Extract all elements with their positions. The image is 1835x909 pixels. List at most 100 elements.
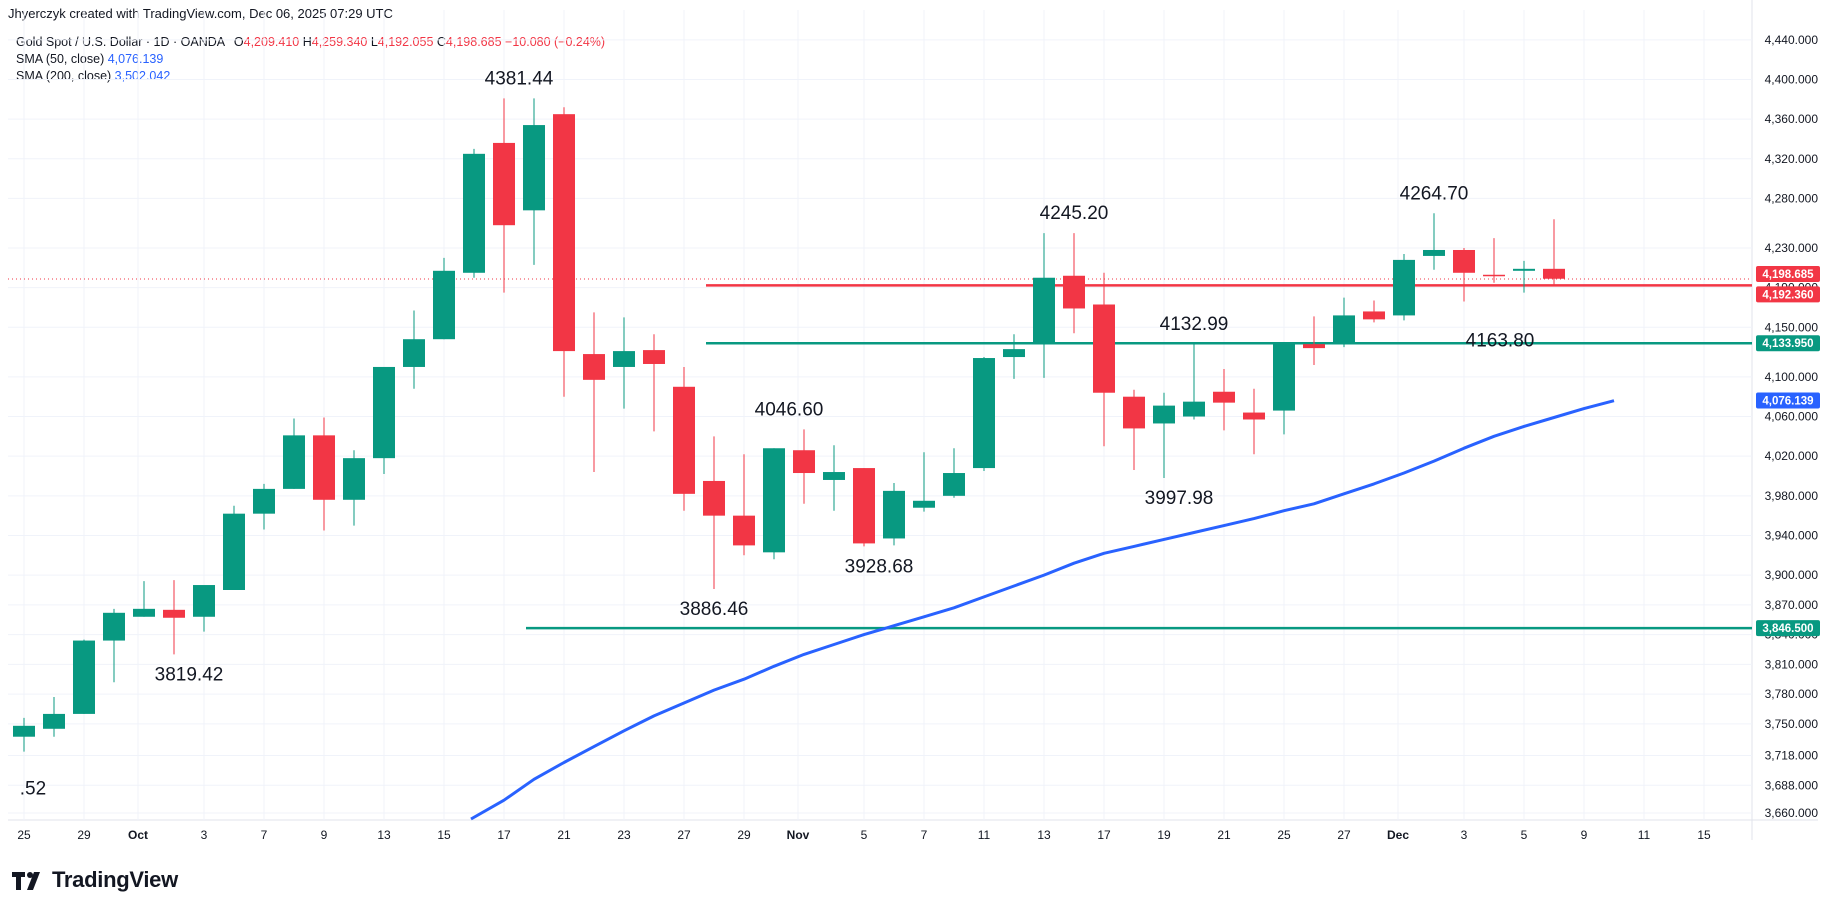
- last-price-tag-label: 4,198.685: [1762, 269, 1814, 281]
- sma50-series: [470, 399, 1615, 821]
- price-axis[interactable]: 4,440.000 4,400.000 4,360.000 4,320.000 4,28…: [1756, 33, 1820, 820]
- candle-body: [313, 435, 335, 500]
- candle-body: [1393, 259, 1415, 316]
- candle-body: [1063, 275, 1085, 309]
- candle-body: [553, 114, 575, 352]
- candle-body: [583, 354, 605, 380]
- x-tick-label: 23: [617, 828, 631, 842]
- x-tick-label: 9: [321, 828, 328, 842]
- sma50-price-tag: [1756, 392, 1820, 409]
- x-tick-label: 13: [377, 828, 391, 842]
- support-upper-tag-label: 4,133.950: [1762, 338, 1813, 350]
- candle-body: [1363, 311, 1385, 320]
- x-tick-label: 29: [77, 828, 91, 842]
- high-value: 4,259.340: [311, 35, 368, 49]
- low-value: 4,192.055: [377, 35, 434, 49]
- candle-body: [1123, 396, 1145, 429]
- x-tick-label: Dec: [1387, 828, 1409, 842]
- candles: [13, 98, 1565, 752]
- candle-body: [703, 480, 725, 516]
- price-annotation: 3886.46: [680, 599, 749, 620]
- sma50-line: [470, 399, 1615, 821]
- tradingview-logo[interactable]: TradingView: [12, 866, 178, 894]
- last-price-tag: [1756, 266, 1820, 283]
- sma50-value: 4,076.139: [107, 52, 164, 66]
- x-tick-label: Oct: [128, 828, 148, 842]
- candle-body: [1003, 349, 1025, 358]
- candle-body: [193, 585, 215, 617]
- x-tick-label: Nov: [787, 828, 810, 842]
- candle-body: [1153, 405, 1175, 424]
- candle-body: [643, 350, 665, 364]
- tradingview-brand: TradingView: [52, 867, 178, 892]
- y-tick-label: 4,150.000: [1765, 320, 1819, 334]
- open-label: O: [233, 35, 244, 49]
- y-tick-label: 3,688.000: [1765, 778, 1819, 792]
- candle-body: [763, 448, 785, 553]
- candle-body: [463, 153, 485, 273]
- candle-body: [433, 270, 455, 340]
- y-tick-label: 4,400.000: [1765, 72, 1819, 86]
- chart-credit: Jhyerczyk created with TradingView.com, …: [8, 6, 393, 21]
- y-tick-label: 4,320.000: [1765, 152, 1819, 166]
- x-tick-label: 29: [737, 828, 751, 842]
- x-tick-label: 11: [978, 828, 991, 842]
- x-tick-label: 3: [1461, 828, 1468, 842]
- change-value: −10.080 (−0.24%): [505, 35, 606, 49]
- candle-body: [883, 490, 905, 539]
- y-tick-label: 4,020.000: [1765, 449, 1819, 463]
- y-tick-label: 3,660.000: [1765, 806, 1819, 820]
- y-tick-label: 3,900.000: [1765, 568, 1819, 582]
- candle-body: [1093, 304, 1115, 393]
- candle-body: [1243, 412, 1265, 420]
- candle-body: [613, 351, 635, 367]
- sma50-price-tag-label: 4,076.139: [1762, 396, 1813, 408]
- price-lines: [8, 278, 1752, 630]
- price-annotation: 4264.70: [1400, 183, 1469, 204]
- x-tick-label: 21: [557, 828, 571, 842]
- x-tick-label: 17: [1097, 828, 1111, 842]
- x-tick-label: 27: [677, 828, 691, 842]
- y-tick-label: 4,440.000: [1765, 33, 1819, 47]
- price-annotation: .52: [20, 778, 46, 799]
- candle-body: [1543, 268, 1565, 279]
- price-chart[interactable]: 4381.44 4245.20 4264.70 4132.99 4163.80 4046.…: [0, 0, 1835, 860]
- sma50-legend[interactable]: SMA (50, close) 4,076.139: [16, 51, 605, 68]
- y-tick-label: 4,360.000: [1765, 112, 1819, 126]
- y-tick-label: 4,230.000: [1765, 241, 1819, 255]
- y-tick-label: 3,718.000: [1765, 749, 1819, 763]
- x-tick-label: 15: [437, 828, 451, 842]
- tradingview-logo-icon: [12, 872, 40, 890]
- time-axis[interactable]: 25 29 Oct 3 7 9 13 15 17 21 23 27 29 Nov 5 7 11 13 17 19 21 2…: [17, 828, 1711, 842]
- close-label: C: [436, 35, 446, 49]
- candle-body: [733, 515, 755, 546]
- candle-body: [343, 458, 365, 500]
- candle-body: [1303, 344, 1325, 349]
- candle-body: [823, 472, 845, 480]
- symbol-title: Gold Spot / U.S. Dollar · 1D · OANDA: [16, 35, 225, 49]
- candle-body: [1033, 277, 1055, 345]
- annotations: 4381.44 4245.20 4264.70 4132.99 4163.80 4046.…: [20, 68, 1535, 799]
- y-tick-label: 3,940.000: [1765, 528, 1819, 542]
- x-tick-label: 25: [17, 828, 31, 842]
- candle-body: [943, 473, 965, 496]
- y-tick-label: 4,060.000: [1765, 410, 1819, 424]
- candle-body: [493, 142, 515, 226]
- x-tick-label: 3: [201, 828, 208, 842]
- price-annotation: 4046.60: [755, 399, 824, 420]
- price-annotation: 4132.99: [1160, 314, 1229, 335]
- resistance-tag-label: 4,192.360: [1762, 289, 1813, 301]
- candle-body: [1453, 249, 1475, 273]
- support-lower-tag-label: 3,846.500: [1762, 623, 1813, 635]
- candle-body: [1483, 274, 1505, 277]
- candle-body: [1513, 268, 1535, 271]
- candle-body: [1333, 315, 1355, 345]
- x-tick-label: 7: [261, 828, 268, 842]
- x-tick-label: 15: [1697, 828, 1711, 842]
- x-tick-label: 17: [497, 828, 511, 842]
- x-tick-label: 21: [1217, 828, 1231, 842]
- candle-body: [523, 125, 545, 211]
- support-upper-tag: [1756, 335, 1820, 352]
- low-label: L: [370, 35, 378, 49]
- y-tick-label: 3,750.000: [1765, 717, 1819, 731]
